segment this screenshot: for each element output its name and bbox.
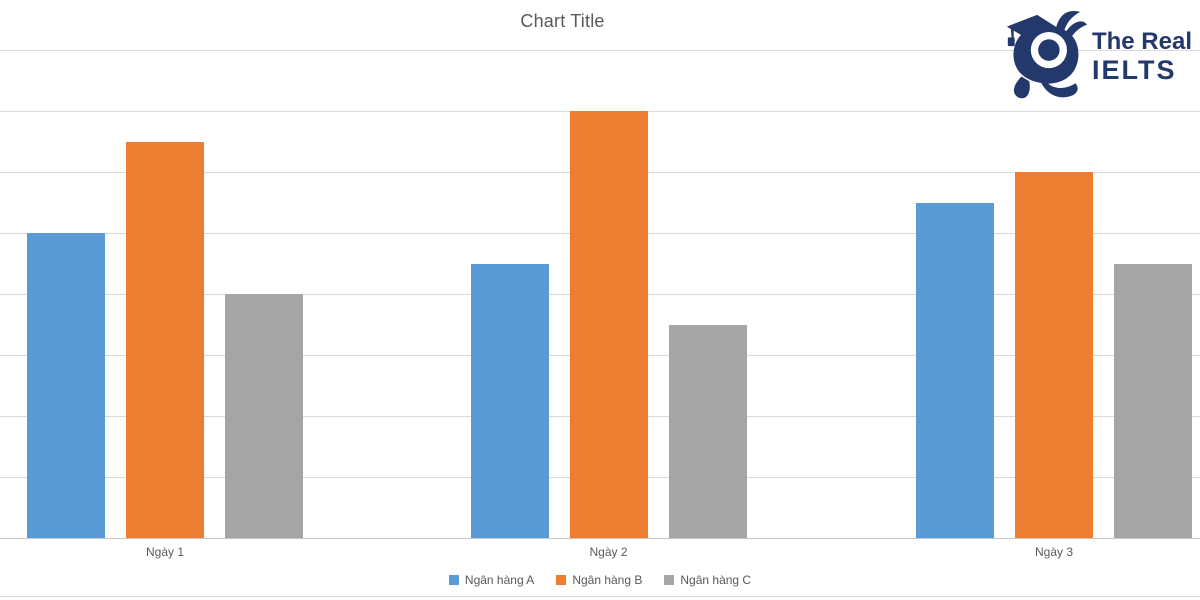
bar-Ngân hàng C-Ngày 1 [225,294,303,538]
gridline [0,50,1200,51]
brand-logo-line1: The Real [1091,28,1192,55]
graduate-mascot-icon [1006,10,1087,99]
legend-item: Ngân hàng A [448,573,535,587]
legend-label: Ngân hàng C [680,573,752,587]
legend-label: Ngân hàng B [572,573,643,587]
bar-Ngân hàng A-Ngày 2 [470,263,549,538]
legend-swatch-icon [664,575,675,585]
bar-Ngân hàng B-Ngày 3 [1015,172,1093,538]
brand-logo-text: The Real IELTS [1092,4,1192,84]
x-axis-line [0,538,1200,539]
x-axis-label: Ngày 2 [589,545,628,559]
bottom-border-divider [0,596,1200,597]
chart-title: Chart Title [520,11,605,31]
brand-logo-line2: IELTS [1091,55,1177,85]
bar-Ngân hàng B-Ngày 1 [126,141,204,538]
legend-swatch-icon [448,575,459,585]
legend-label: Ngân hàng A [464,573,535,587]
legend-item: Ngân hàng C [664,573,751,587]
bar-Ngân hàng B-Ngày 2 [569,111,648,538]
legend-swatch-icon [556,575,567,585]
bar-Ngân hàng C-Ngày 2 [668,324,747,538]
x-axis-label: Ngày 3 [1034,545,1074,559]
bar-Ngân hàng A-Ngày 3 [916,202,994,538]
bar-Ngân hàng A-Ngày 1 [27,233,105,538]
brand-logo: The Real IELTS [1000,4,1192,102]
x-axis-label: Ngày 1 [145,545,185,559]
legend-item: Ngân hàng B [556,573,642,587]
bar-Ngân hàng C-Ngày 3 [1114,263,1192,538]
legend: Ngân hàng A Ngân hàng B Ngân hàng C [0,571,1200,589]
